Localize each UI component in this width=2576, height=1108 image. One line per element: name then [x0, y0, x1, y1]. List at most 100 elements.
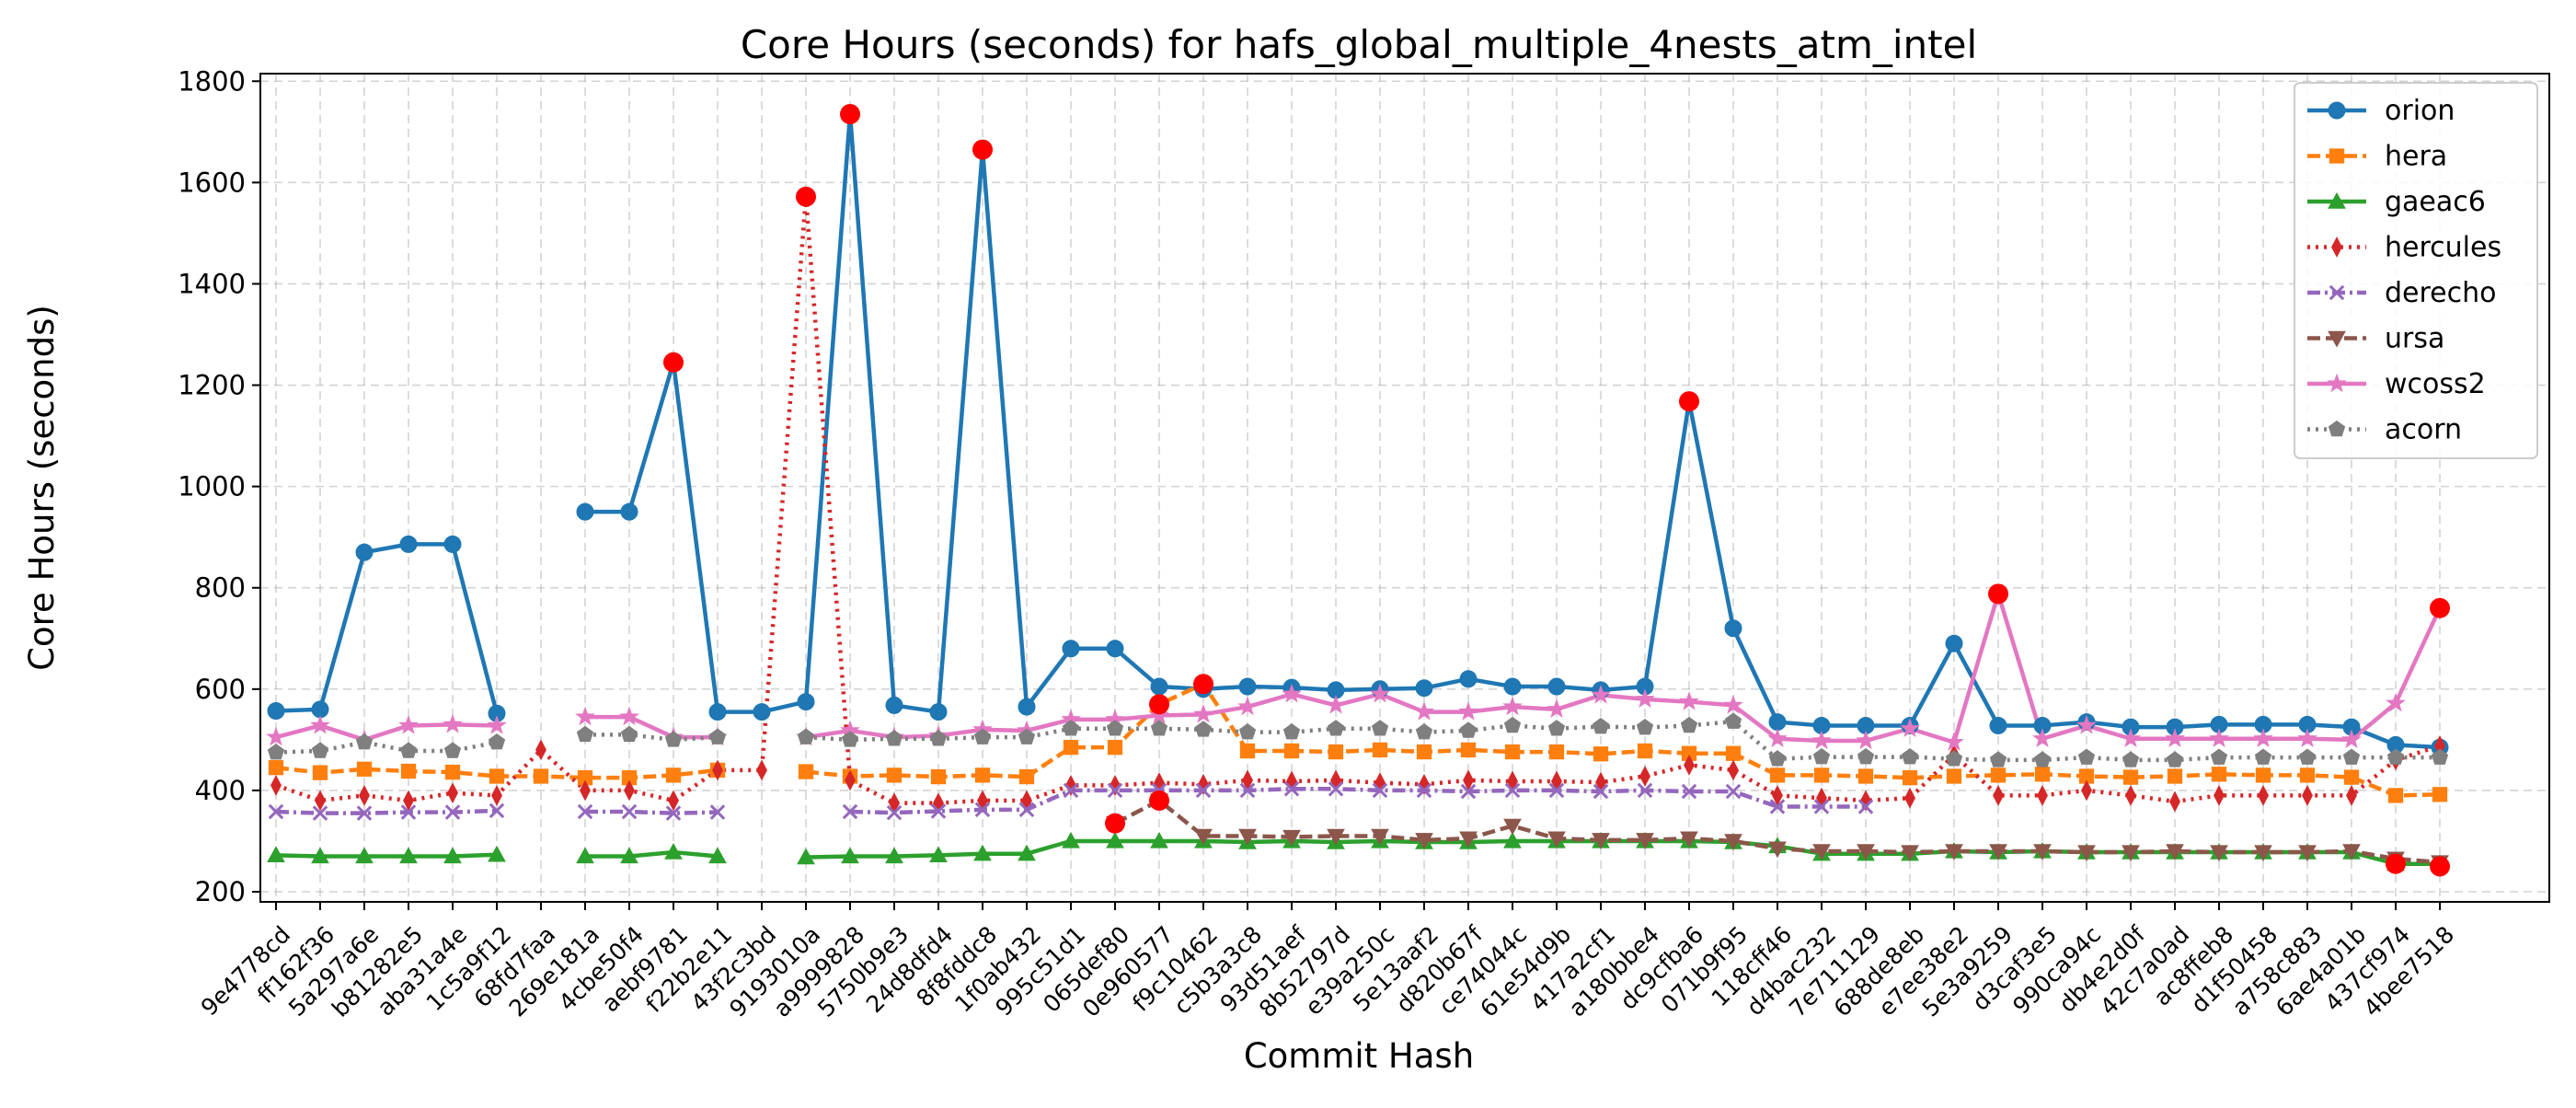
data-point-wcoss2 [1944, 732, 1964, 751]
data-point-hera [1857, 768, 1874, 784]
data-point-hercules [668, 790, 679, 812]
data-point-derecho [1504, 782, 1521, 799]
data-point-derecho [1769, 799, 1786, 814]
data-point-ursa [1901, 845, 1919, 862]
data-point-derecho [665, 805, 682, 821]
data-point-hercules [2081, 779, 2092, 802]
data-point-gaeac6 [399, 847, 418, 864]
plot-frame [259, 73, 2550, 903]
legend-label-gaeac6: gaeac6 [2385, 186, 2486, 218]
data-point-hercules [2125, 784, 2136, 806]
data-point-derecho [577, 803, 593, 820]
data-point-hera [1813, 768, 1830, 783]
data-point-hera [533, 768, 549, 784]
data-point-orion [576, 502, 594, 521]
data-point-wcoss2 [1635, 688, 1655, 709]
series-wcoss2 [275, 592, 2443, 744]
data-point-acorn [2254, 748, 2272, 765]
data-point-derecho [974, 802, 991, 818]
data-point-hercules [2346, 784, 2357, 806]
legend-marker-orion [2328, 101, 2346, 120]
data-point-derecho [886, 804, 903, 821]
legend-item-wcoss2: wcoss2 [2307, 368, 2486, 400]
y-tick-label: 1400 [178, 268, 246, 299]
legend-marker-hercules [2331, 237, 2342, 258]
data-point-hera [2211, 767, 2227, 782]
data-point-acorn [797, 728, 815, 744]
data-point-wcoss2 [1282, 683, 1302, 703]
data-point-hera [1637, 743, 1653, 759]
data-point-acorn [1459, 721, 1478, 738]
data-point-gaeac6 [1503, 831, 1522, 848]
data-point-acorn [576, 725, 594, 743]
highlighted-point [1679, 391, 1699, 412]
series-line-wcoss2 [585, 714, 718, 740]
chart-title: Core Hours (seconds) for hafs_global_mul… [741, 22, 1977, 67]
markers-acorn [267, 712, 2449, 768]
data-point-hera [312, 765, 328, 780]
data-point-derecho [356, 805, 373, 821]
series-line-wcoss2 [805, 592, 2443, 744]
y-axis-ticks: 200 400 600 800 1000 1200 1400 1600 1800 [178, 65, 260, 907]
data-point-derecho [268, 803, 284, 820]
data-point-hera [2343, 769, 2360, 785]
legend-label-wcoss2: wcoss2 [2385, 368, 2486, 400]
legend-label-hera: hera [2385, 141, 2447, 173]
data-point-hera [444, 764, 461, 780]
data-point-hera [886, 768, 903, 783]
data-point-ursa [1194, 828, 1213, 846]
data-point-ursa [2298, 845, 2317, 862]
data-point-acorn [1238, 722, 1257, 740]
series-line-derecho [849, 786, 1866, 815]
legend-item-hera: hera [2307, 141, 2447, 173]
data-point-hera [974, 768, 991, 783]
data-point-derecho [1460, 783, 1477, 800]
data-point-ursa [1592, 833, 1610, 849]
data-point-hera [2167, 768, 2183, 784]
legend-item-acorn: acorn [2307, 414, 2462, 446]
data-point-wcoss2 [1370, 683, 1390, 703]
data-point-orion [1989, 716, 2007, 734]
y-axis-title: Core Hours (seconds) [22, 305, 62, 671]
data-point-orion [355, 543, 374, 561]
data-point-hera [1902, 769, 1918, 786]
data-point-derecho [400, 804, 417, 820]
data-point-gaeac6 [1062, 831, 1080, 848]
data-point-wcoss2 [1458, 701, 1478, 721]
data-point-orion [620, 502, 638, 521]
data-point-wcoss2 [575, 706, 595, 726]
data-point-wcoss2 [310, 715, 330, 734]
data-point-orion [1945, 634, 1963, 652]
data-point-acorn [1371, 720, 1389, 736]
data-point-gaeac6 [267, 846, 285, 863]
data-point-acorn [2033, 751, 2052, 768]
data-point-acorn [2077, 748, 2096, 765]
data-point-hercules [1684, 754, 1695, 776]
data-point-derecho [1328, 780, 1344, 797]
data-point-wcoss2 [1326, 695, 1346, 714]
data-point-acorn [2166, 751, 2184, 768]
data-point-orion [399, 535, 418, 553]
data-point-hera [1460, 742, 1477, 758]
data-point-ursa [1945, 844, 1963, 860]
data-point-gaeac6 [797, 848, 815, 865]
data-point-derecho [1548, 782, 1565, 799]
data-point-ursa [1547, 831, 1566, 848]
data-point-orion [753, 703, 771, 721]
data-point-wcoss2 [1414, 701, 1434, 721]
data-point-derecho [709, 804, 726, 820]
data-point-hercules [2169, 791, 2180, 813]
data-point-wcoss2 [1900, 718, 1920, 737]
markers-derecho [268, 780, 1874, 821]
series-line-gaeac6 [585, 849, 719, 859]
series-line-hercules [275, 194, 2441, 805]
data-point-acorn [2122, 751, 2140, 768]
data-point-hera [930, 768, 947, 785]
data-point-ursa [1812, 844, 1831, 860]
legend-label-acorn: acorn [2385, 414, 2462, 446]
data-point-hera [798, 764, 814, 779]
data-point-derecho [444, 804, 461, 820]
data-point-hercules [2037, 784, 2048, 806]
data-point-orion [1106, 640, 1124, 658]
data-point-hera [1283, 743, 1300, 759]
